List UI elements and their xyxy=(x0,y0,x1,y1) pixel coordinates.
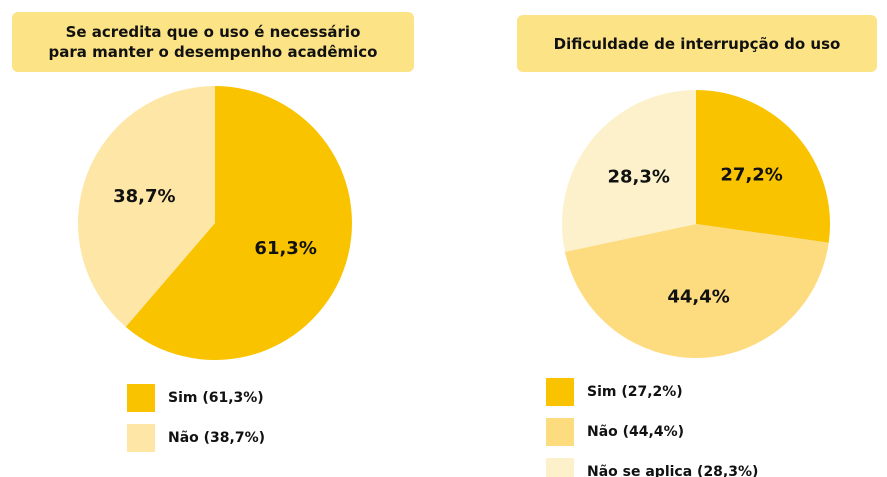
pie-slice xyxy=(125,86,353,361)
value-label: 44,4% xyxy=(667,287,729,308)
pie-slice xyxy=(78,86,215,327)
legend-label: Não (38,7%) xyxy=(168,430,265,446)
legend-label: Sim (27,2%) xyxy=(587,384,683,400)
legend-label: Sim (61,3%) xyxy=(168,390,264,406)
pie-slice xyxy=(564,224,829,358)
legend-swatch xyxy=(546,418,574,446)
value-label: 38,7% xyxy=(113,186,175,207)
legend-swatch xyxy=(127,424,155,452)
chart-title: Se acredita que o uso é necessário para … xyxy=(12,12,414,72)
pie-slice xyxy=(696,90,831,243)
chart-title: Dificuldade de interrupção do uso xyxy=(517,15,877,72)
value-label: 28,3% xyxy=(608,167,670,188)
legend-swatch xyxy=(127,384,155,412)
value-label: 27,2% xyxy=(720,165,782,186)
pie-slice xyxy=(562,90,696,252)
legend-swatch xyxy=(546,458,574,477)
legend-swatch xyxy=(546,378,574,406)
legend-label: Não se aplica (28,3%) xyxy=(587,464,758,477)
value-label: 61,3% xyxy=(254,238,316,259)
legend-label: Não (44,4%) xyxy=(587,424,684,440)
